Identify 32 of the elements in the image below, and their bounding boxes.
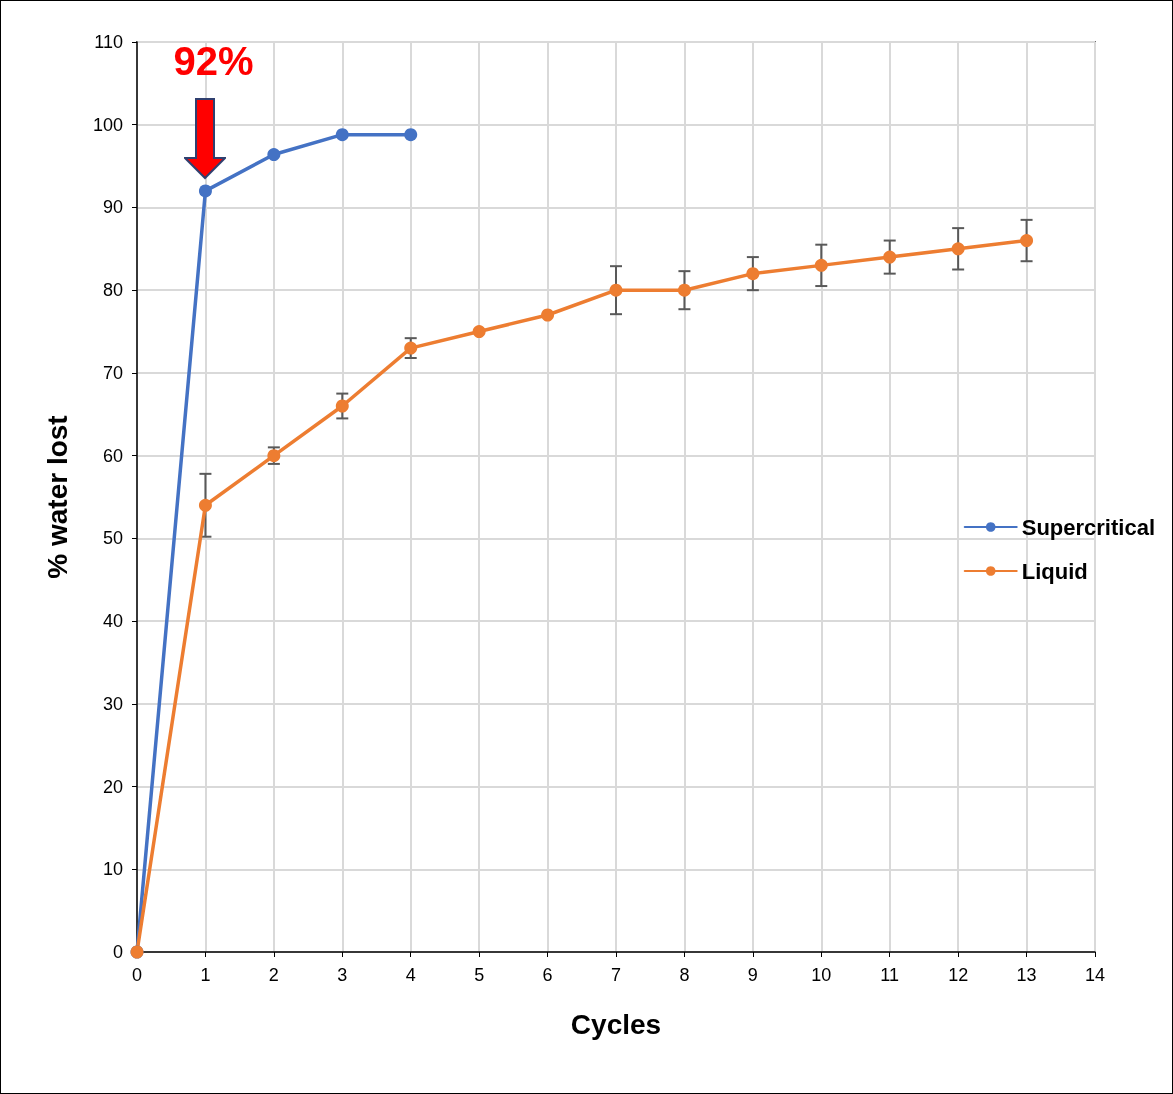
y-tick-label: 90 [102, 197, 123, 218]
y-tick-label: 60 [102, 445, 123, 466]
y-tick-label: 10 [102, 859, 123, 880]
y-tick-label: 40 [102, 611, 123, 632]
x-tick-label: 2 [268, 965, 279, 985]
y-tick-label: 50 [102, 528, 123, 549]
y-tick-label: 20 [102, 776, 123, 797]
x-tick-label: 0 [131, 965, 143, 985]
annotation: 92% [173, 38, 254, 83]
x-tick-label: 3 [337, 965, 348, 985]
x-tick-label: 4 [405, 965, 416, 985]
x-tick-label: 14 [1084, 965, 1106, 985]
x-tick-label: 5 [474, 965, 485, 985]
y-tick-label: 100 [92, 114, 123, 135]
y-tick-label: 110 [94, 32, 123, 52]
x-tick-label: 1 [200, 965, 211, 985]
y-axis-title: % water lost [41, 415, 73, 579]
x-tick-label: 8 [679, 965, 690, 985]
x-tick-label: 11 [880, 965, 900, 985]
x-tick-label: 9 [747, 965, 758, 985]
x-axis-title: Cycles [570, 1008, 662, 1040]
y-tick-label: 30 [102, 693, 123, 714]
legend-label: Liquid [1021, 558, 1088, 584]
y-tick-label: 80 [102, 280, 123, 301]
y-tick-label: 0 [112, 942, 123, 962]
x-tick-label: 12 [948, 965, 969, 985]
x-tick-label: 7 [610, 965, 622, 985]
legend-label: Supercritical [1021, 514, 1155, 540]
y-tick-label: 70 [102, 362, 123, 383]
x-tick-label: 10 [811, 965, 832, 985]
x-tick-label: 6 [542, 965, 553, 985]
x-tick-label: 13 [1016, 965, 1037, 985]
